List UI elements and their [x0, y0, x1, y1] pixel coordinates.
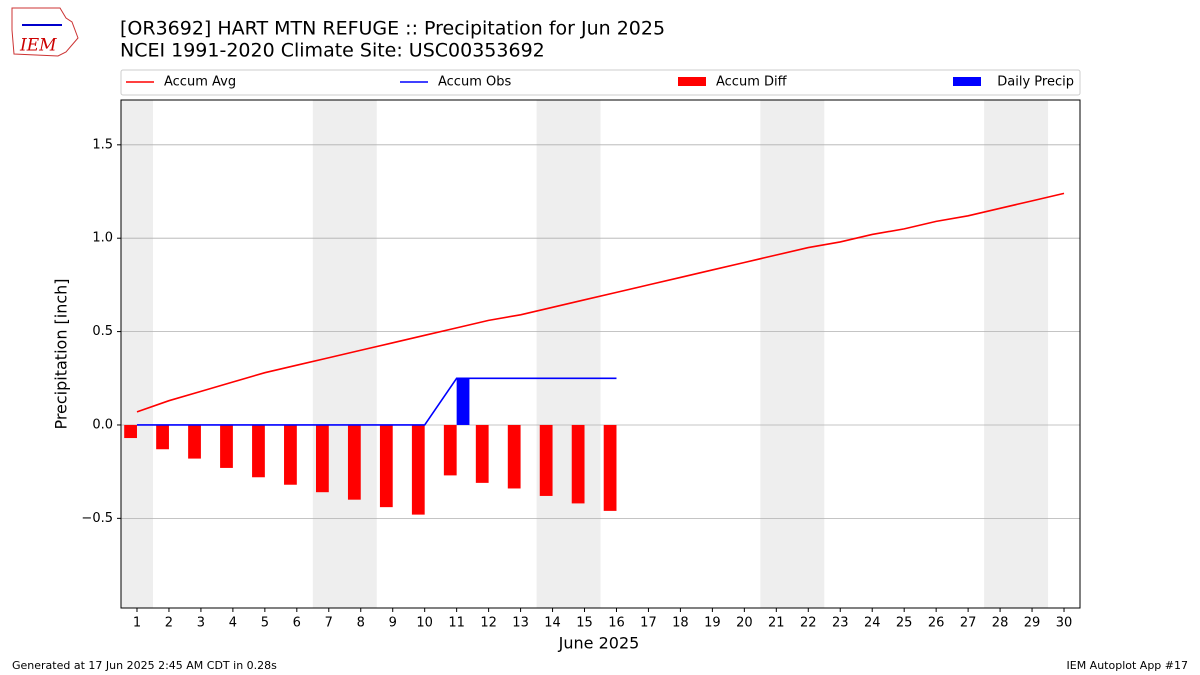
y-tick-label: 1.0 — [92, 231, 113, 246]
x-tick-label: 22 — [800, 616, 817, 631]
x-tick-label: 9 — [389, 616, 397, 631]
shaded-span — [760, 100, 825, 608]
bar — [379, 424, 393, 508]
bar — [475, 424, 489, 483]
plot-frame — [120, 99, 1081, 609]
footer-right: IEM Autoplot App #17 — [1067, 659, 1189, 672]
x-tick-label: 10 — [416, 616, 433, 631]
legend-label: Accum Avg — [164, 75, 236, 90]
x-tick-label: 23 — [832, 616, 849, 631]
logo: IEM — [11, 7, 79, 57]
bar — [411, 424, 425, 515]
x-tick-label: 2 — [165, 616, 173, 631]
x-tick-label: 3 — [197, 616, 205, 631]
x-tick-label: 19 — [704, 616, 721, 631]
legend-swatch — [678, 77, 706, 86]
x-tick-label: 25 — [896, 616, 913, 631]
x-tick-label: 5 — [261, 616, 269, 631]
x-tick-label: 21 — [768, 616, 785, 631]
bar — [571, 424, 585, 504]
x-tick-label: 12 — [480, 616, 497, 631]
bar — [284, 424, 297, 485]
bar — [603, 424, 617, 511]
x-tick-label: 14 — [544, 616, 561, 631]
bar — [220, 424, 233, 468]
chart-title: [OR3692] HART MTN REFUGE :: Precipitatio… — [120, 18, 665, 40]
x-tick-label: 7 — [325, 616, 333, 631]
legend-label: Accum Diff — [716, 75, 788, 90]
bar — [443, 424, 457, 476]
x-tick-label: 20 — [736, 616, 753, 631]
x-tick-label: 13 — [512, 616, 529, 631]
bar — [456, 378, 470, 425]
bar — [315, 424, 329, 493]
bar — [539, 424, 553, 496]
x-tick-label: 6 — [293, 616, 301, 631]
x-tick-label: 28 — [992, 616, 1009, 631]
footer-left: Generated at 17 Jun 2025 2:45 AM CDT in … — [12, 659, 277, 672]
y-tick-label: −0.5 — [81, 511, 113, 526]
bar — [188, 424, 201, 459]
shaded-span — [121, 100, 153, 608]
x-tick-label: 8 — [357, 616, 365, 631]
y-tick-label: 0.0 — [92, 417, 113, 432]
x-tick-label: 26 — [928, 616, 945, 631]
line — [136, 377, 617, 426]
bar — [124, 424, 137, 439]
x-tick-label: 11 — [448, 616, 465, 631]
bar — [347, 424, 361, 500]
legend-swatch — [953, 77, 981, 86]
shaded-span — [984, 100, 1049, 608]
x-tick-label: 29 — [1024, 616, 1041, 631]
x-tick-label: 18 — [672, 616, 689, 631]
x-tick-label: 15 — [576, 616, 593, 631]
legend-label: Daily Precip — [997, 75, 1074, 90]
x-axis-label: June 2025 — [558, 634, 640, 653]
x-tick-label: 24 — [864, 616, 881, 631]
shaded-span — [536, 100, 601, 608]
line — [136, 192, 1065, 413]
x-tick-label: 17 — [640, 616, 657, 631]
legend-box — [120, 69, 1081, 96]
y-tick-label: 1.5 — [92, 137, 113, 152]
x-tick-label: 1 — [133, 616, 141, 631]
bar — [156, 424, 169, 450]
x-tick-label: 16 — [608, 616, 625, 631]
x-tick-label: 30 — [1056, 616, 1073, 631]
bar — [252, 424, 265, 478]
y-axis-label: Precipitation [inch] — [52, 278, 71, 429]
chart-subtitle: NCEI 1991-2020 Climate Site: USC00353692 — [120, 40, 545, 62]
x-tick-label: 4 — [229, 616, 237, 631]
y-tick-label: 0.5 — [92, 324, 113, 339]
legend-label: Accum Obs — [438, 75, 511, 90]
bar — [507, 424, 521, 489]
logo-text: IEM — [19, 36, 57, 56]
x-tick-label: 27 — [960, 616, 977, 631]
